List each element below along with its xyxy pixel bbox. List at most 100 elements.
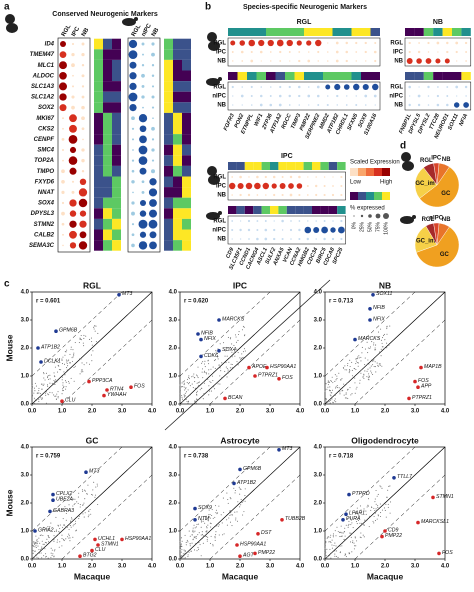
dot xyxy=(239,228,242,232)
background-gene xyxy=(374,498,376,500)
background-gene xyxy=(231,343,233,345)
background-gene xyxy=(68,359,70,361)
row-label: nIPC xyxy=(212,94,226,100)
background-gene xyxy=(203,382,205,384)
dot xyxy=(69,199,77,207)
background-gene xyxy=(195,537,197,539)
dot xyxy=(340,193,343,197)
background-gene xyxy=(64,354,66,356)
dot xyxy=(129,103,137,112)
dot xyxy=(335,50,339,54)
gene-label: GPM6B xyxy=(59,328,78,334)
dot xyxy=(232,95,234,97)
gene-point xyxy=(102,393,106,398)
heatmap-cell xyxy=(270,206,279,214)
background-gene xyxy=(49,374,51,376)
heatmap-cell xyxy=(164,176,173,188)
background-gene xyxy=(352,540,354,542)
background-gene xyxy=(83,502,85,504)
background-gene xyxy=(34,546,36,548)
background-gene xyxy=(47,557,49,559)
background-gene xyxy=(196,382,198,384)
background-gene xyxy=(36,392,38,394)
dot xyxy=(331,193,335,197)
dot xyxy=(248,176,250,178)
background-gene xyxy=(47,529,49,531)
background-gene xyxy=(74,502,76,505)
background-gene xyxy=(212,545,214,547)
background-gene xyxy=(240,498,242,501)
background-gene xyxy=(218,534,220,536)
background-gene xyxy=(332,536,334,538)
row-label: RGL xyxy=(390,41,403,47)
background-gene xyxy=(244,495,246,497)
dot xyxy=(231,238,233,240)
dot xyxy=(307,59,311,63)
pie-slice xyxy=(419,166,460,208)
background-gene xyxy=(81,370,83,372)
background-gene xyxy=(38,552,40,554)
background-gene xyxy=(65,367,68,369)
background-gene xyxy=(352,527,354,529)
background-gene xyxy=(335,545,337,547)
background-gene xyxy=(226,524,228,526)
background-gene xyxy=(226,519,228,521)
dot xyxy=(69,167,77,175)
gene-point xyxy=(96,543,100,547)
dot xyxy=(139,135,147,144)
gene-label: MARCKSL1 xyxy=(421,519,449,525)
background-gene xyxy=(68,537,70,539)
dot xyxy=(78,188,88,197)
background-gene xyxy=(48,537,50,539)
monkey-icon xyxy=(402,161,414,171)
gene-point xyxy=(105,388,109,392)
background-gene xyxy=(38,392,40,394)
background-gene xyxy=(194,400,196,402)
background-gene xyxy=(92,489,94,491)
background-gene xyxy=(327,536,329,538)
background-gene xyxy=(237,501,239,503)
dot xyxy=(340,185,343,187)
dot xyxy=(374,59,377,63)
dot xyxy=(129,61,137,69)
background-gene xyxy=(72,356,74,358)
background-gene xyxy=(46,384,49,386)
background-gene xyxy=(65,388,67,390)
background-gene xyxy=(324,547,326,549)
dot xyxy=(61,169,65,174)
dot xyxy=(245,182,253,190)
background-gene xyxy=(88,338,91,341)
background-gene xyxy=(324,401,326,403)
background-gene xyxy=(82,513,84,515)
background-gene xyxy=(66,349,68,351)
pie-label: NB xyxy=(442,217,451,223)
heatmap-cell xyxy=(182,229,191,241)
background-gene xyxy=(196,550,198,552)
dot xyxy=(262,182,270,190)
background-gene xyxy=(371,359,373,361)
dot xyxy=(307,94,311,98)
heatmap-cell xyxy=(94,187,103,198)
background-gene xyxy=(200,520,202,522)
background-gene xyxy=(229,510,231,512)
background-gene xyxy=(335,401,337,403)
background-gene xyxy=(240,358,243,360)
dot xyxy=(260,86,263,88)
background-gene xyxy=(55,379,57,381)
background-gene xyxy=(35,546,37,548)
background-gene xyxy=(382,346,384,348)
gene-label: PTPRZ1 xyxy=(258,372,278,378)
background-gene xyxy=(210,523,212,525)
x-tick-label: 4.0 xyxy=(148,564,157,570)
heatmap-cell xyxy=(112,112,121,124)
dot xyxy=(364,41,367,45)
background-gene xyxy=(190,550,192,552)
heatmap-cell xyxy=(342,28,352,36)
y-tick-label: 3.0 xyxy=(169,318,178,324)
background-gene xyxy=(82,490,84,492)
background-gene xyxy=(243,511,245,513)
dot xyxy=(151,126,155,131)
background-gene xyxy=(359,522,361,524)
monkey-icon xyxy=(5,14,15,24)
background-gene xyxy=(187,389,189,391)
